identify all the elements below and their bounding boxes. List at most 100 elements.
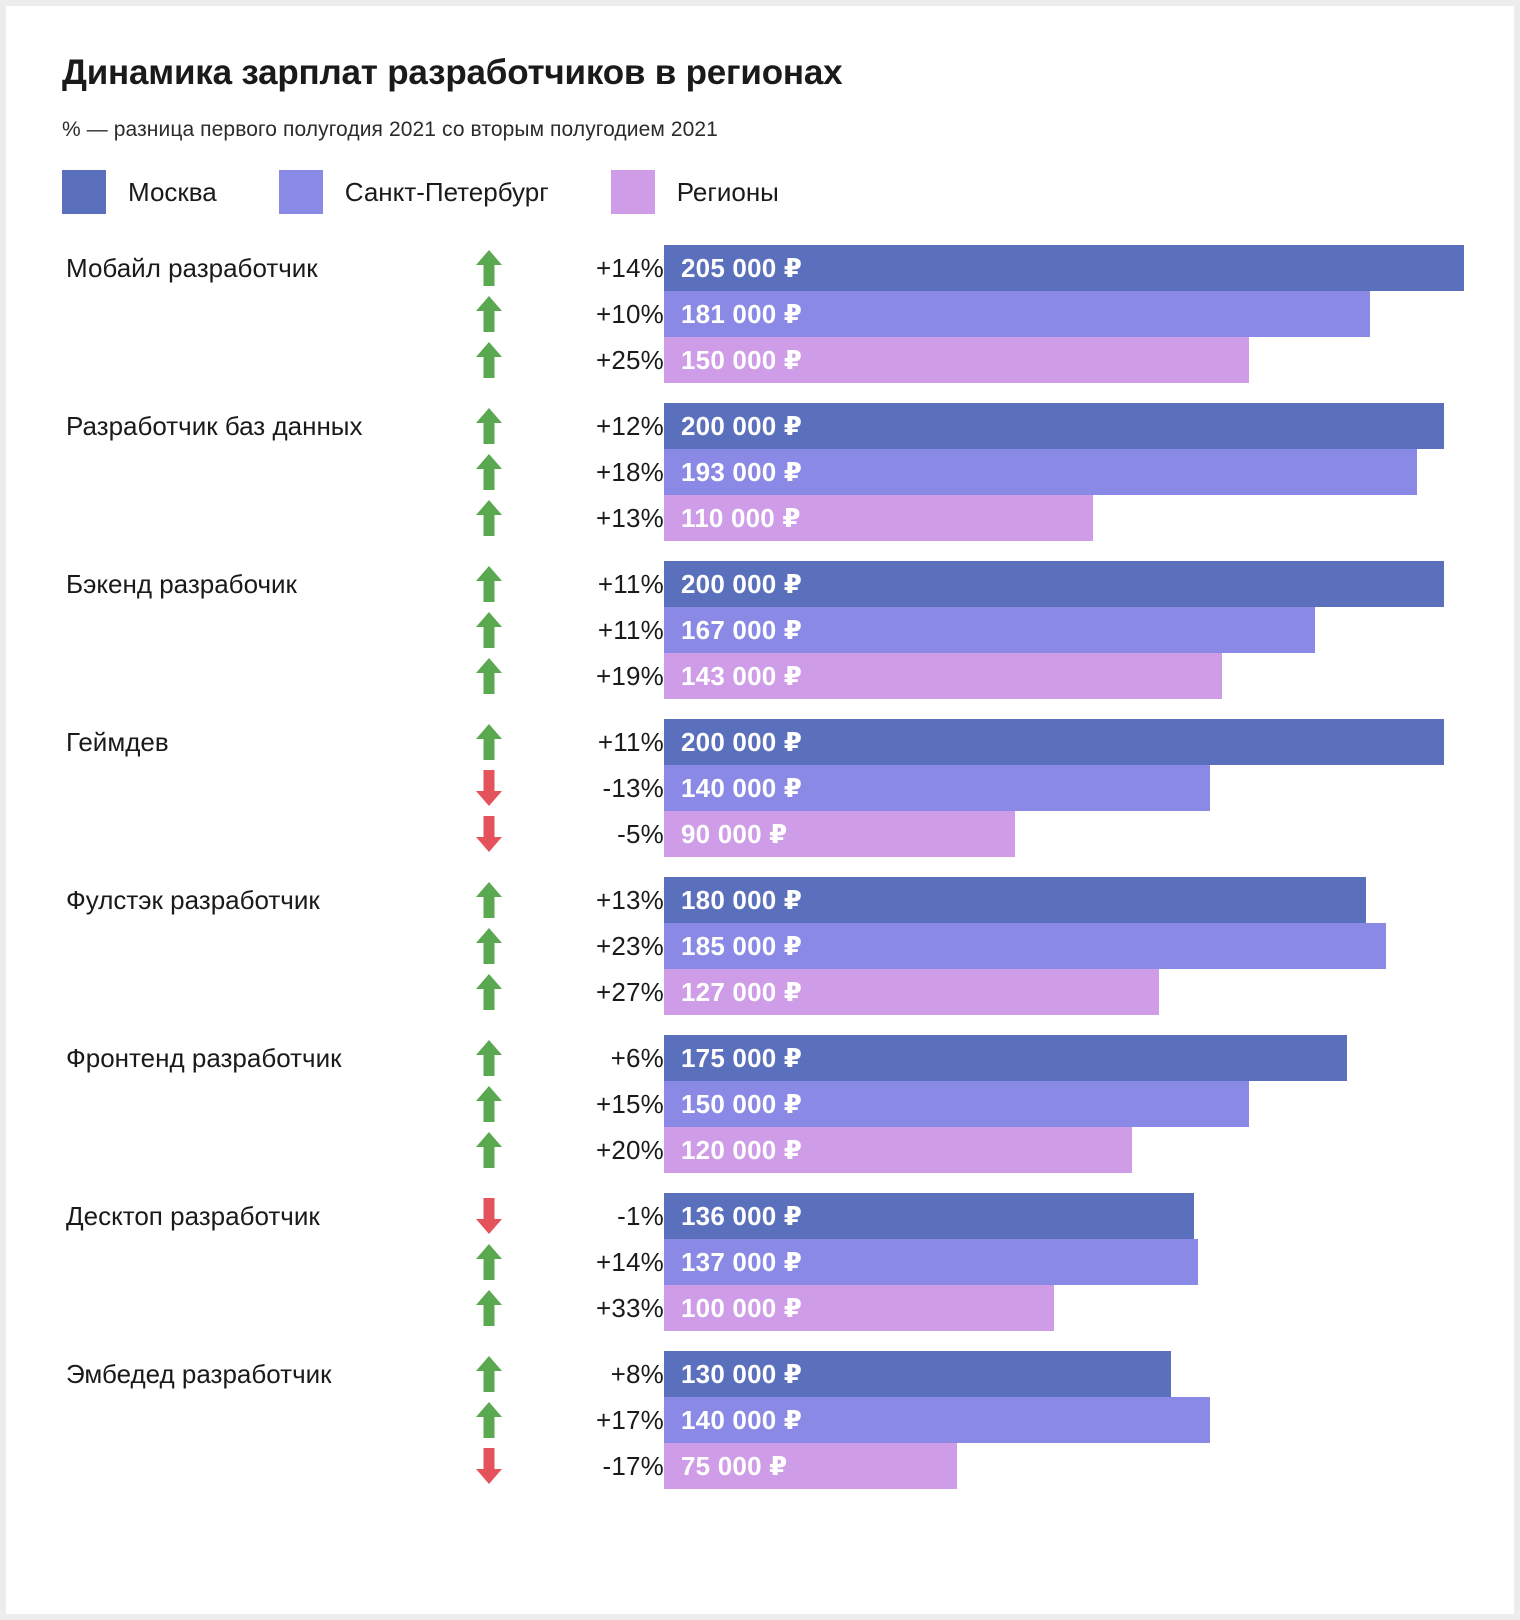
- bar[interactable]: 193 000 ₽: [664, 449, 1417, 495]
- bar[interactable]: 90 000 ₽: [664, 811, 1015, 857]
- arrow-up-icon: [476, 724, 502, 760]
- bar[interactable]: 167 000 ₽: [664, 607, 1316, 653]
- chart-legend: Москва Санкт-Петербург Регионы: [62, 169, 1514, 215]
- bar-value-label: 136 000 ₽: [681, 1200, 803, 1231]
- bar-value-label: 100 000 ₽: [681, 1292, 803, 1323]
- arrow-down-icon: [472, 1196, 506, 1236]
- delta-cell: +11%: [462, 719, 664, 765]
- chart-row[interactable]: +13% 180 000 ₽: [62, 877, 1514, 923]
- chart-row[interactable]: -13% 140 000 ₽: [62, 765, 1514, 811]
- bar[interactable]: 140 000 ₽: [664, 765, 1210, 811]
- bar[interactable]: 175 000 ₽: [664, 1035, 1347, 1081]
- arrow-up-icon: [472, 722, 506, 762]
- bar[interactable]: 100 000 ₽: [664, 1285, 1054, 1331]
- bar-track: 130 000 ₽: [664, 1351, 1514, 1397]
- group-rows: +11% 200 000 ₽ +11% 167 000 ₽ +19% 143 000 ₽: [62, 561, 1514, 699]
- chart-row[interactable]: +10% 181 000 ₽: [62, 291, 1514, 337]
- bar[interactable]: 75 000 ₽: [664, 1443, 957, 1489]
- legend-item[interactable]: Москва: [62, 170, 217, 214]
- category-label: Разработчик баз данных: [66, 411, 363, 441]
- bar[interactable]: 181 000 ₽: [664, 291, 1370, 337]
- chart-row[interactable]: +19% 143 000 ₽: [62, 653, 1514, 699]
- chart-row[interactable]: +20% 120 000 ₽: [62, 1127, 1514, 1173]
- arrow-up-icon: [476, 928, 502, 964]
- bar-value-label: 150 000 ₽: [681, 344, 803, 375]
- delta-cell: +14%: [462, 245, 664, 291]
- category-label: Мобайл разработчик: [66, 253, 318, 283]
- delta-cell: +8%: [462, 1351, 664, 1397]
- bar[interactable]: 137 000 ₽: [664, 1239, 1199, 1285]
- chart-row[interactable]: +11% 167 000 ₽: [62, 607, 1514, 653]
- chart-row[interactable]: +17% 140 000 ₽: [62, 1397, 1514, 1443]
- chart-row[interactable]: +25% 150 000 ₽: [62, 337, 1514, 383]
- arrow-up-icon: [472, 1288, 506, 1328]
- chart-row[interactable]: -1% 136 000 ₽: [62, 1193, 1514, 1239]
- bar[interactable]: 120 000 ₽: [664, 1127, 1132, 1173]
- bar[interactable]: 200 000 ₽: [664, 403, 1444, 449]
- arrow-up-icon: [472, 1130, 506, 1170]
- chart-group: Фронтенд разработчик +6% 175 000 ₽ +15% 150 …: [62, 1035, 1514, 1173]
- bar[interactable]: 185 000 ₽: [664, 923, 1386, 969]
- chart-row[interactable]: +14% 137 000 ₽: [62, 1239, 1514, 1285]
- bar[interactable]: 150 000 ₽: [664, 1081, 1249, 1127]
- bar-track: 100 000 ₽: [664, 1285, 1514, 1331]
- bar[interactable]: 200 000 ₽: [664, 719, 1444, 765]
- bar-value-label: 140 000 ₽: [681, 772, 803, 803]
- bar-value-label: 143 000 ₽: [681, 660, 803, 691]
- chart-row[interactable]: +27% 127 000 ₽: [62, 969, 1514, 1015]
- bar[interactable]: 130 000 ₽: [664, 1351, 1171, 1397]
- chart-row[interactable]: +12% 200 000 ₽: [62, 403, 1514, 449]
- bar[interactable]: 200 000 ₽: [664, 561, 1444, 607]
- bar[interactable]: 150 000 ₽: [664, 337, 1249, 383]
- chart-row[interactable]: +18% 193 000 ₽: [62, 449, 1514, 495]
- chart-row[interactable]: -17% 75 000 ₽: [62, 1443, 1514, 1489]
- chart-plot-area: Мобайл разработчик +14% 205 000 ₽ +10% 181 0…: [62, 245, 1514, 1489]
- bar-value-label: 205 000 ₽: [681, 252, 803, 283]
- delta-value: +15%: [595, 1088, 664, 1119]
- legend-item[interactable]: Регионы: [610, 170, 779, 214]
- bar[interactable]: 127 000 ₽: [664, 969, 1160, 1015]
- chart-row[interactable]: +11% 200 000 ₽: [62, 561, 1514, 607]
- chart-row[interactable]: +33% 100 000 ₽: [62, 1285, 1514, 1331]
- arrow-up-icon: [476, 1086, 502, 1122]
- arrow-down-icon: [472, 768, 506, 808]
- bar-track: 180 000 ₽: [664, 877, 1514, 923]
- category-label: Бэкенд разрабочик: [66, 569, 297, 599]
- legend-label: Санкт-Петербург: [344, 176, 549, 207]
- bar[interactable]: 136 000 ₽: [664, 1193, 1195, 1239]
- chart-row[interactable]: +13% 110 000 ₽: [62, 495, 1514, 541]
- bar-value-label: 140 000 ₽: [681, 1404, 803, 1435]
- chart-row[interactable]: -5% 90 000 ₽: [62, 811, 1514, 857]
- delta-value: +17%: [595, 1404, 664, 1435]
- delta-value: +13%: [595, 884, 664, 915]
- chart-row[interactable]: +23% 185 000 ₽: [62, 923, 1514, 969]
- chart-row[interactable]: +11% 200 000 ₽: [62, 719, 1514, 765]
- arrow-down-icon: [476, 770, 502, 806]
- chart-row[interactable]: +14% 205 000 ₽: [62, 245, 1514, 291]
- bar-value-label: 110 000 ₽: [681, 502, 801, 533]
- arrow-up-icon: [476, 1132, 502, 1168]
- arrow-up-icon: [476, 1356, 502, 1392]
- chart-row[interactable]: +6% 175 000 ₽: [62, 1035, 1514, 1081]
- bar-track: 90 000 ₽: [664, 811, 1514, 857]
- delta-value: +20%: [595, 1134, 664, 1165]
- legend-item[interactable]: Санкт-Петербург: [278, 170, 549, 214]
- bar-track: 143 000 ₽: [664, 653, 1514, 699]
- group-rows: +11% 200 000 ₽ -13% 140 000 ₽ -5% 90 000 ₽: [62, 719, 1514, 857]
- delta-value: +27%: [595, 976, 664, 1007]
- bar-track: 110 000 ₽: [664, 495, 1514, 541]
- arrow-up-icon: [472, 294, 506, 334]
- chart-row[interactable]: +8% 130 000 ₽: [62, 1351, 1514, 1397]
- delta-value: +11%: [597, 726, 664, 757]
- delta-value: +14%: [595, 252, 664, 283]
- delta-cell: +13%: [462, 495, 664, 541]
- arrow-up-icon: [472, 564, 506, 604]
- chart-row[interactable]: +15% 150 000 ₽: [62, 1081, 1514, 1127]
- bar[interactable]: 140 000 ₽: [664, 1397, 1210, 1443]
- bar-track: 167 000 ₽: [664, 607, 1514, 653]
- bar[interactable]: 143 000 ₽: [664, 653, 1222, 699]
- bar[interactable]: 205 000 ₽: [664, 245, 1464, 291]
- bar[interactable]: 110 000 ₽: [664, 495, 1093, 541]
- arrow-up-icon: [472, 972, 506, 1012]
- bar[interactable]: 180 000 ₽: [664, 877, 1366, 923]
